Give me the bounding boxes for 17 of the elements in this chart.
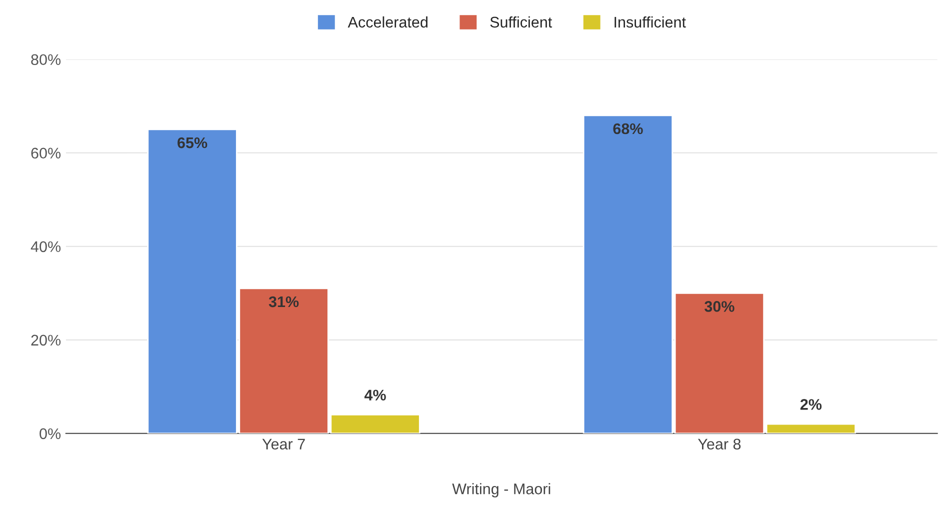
legend-label: Insufficient (614, 16, 686, 28)
data-label: 68% (613, 123, 643, 134)
y-tick-label: 0% (40, 428, 61, 440)
x-tick-label: Year 7 (262, 438, 305, 450)
legend-label: Sufficient (490, 16, 552, 28)
x-tick-label: Year 8 (698, 438, 741, 450)
legend-label: Accelerated (348, 16, 428, 28)
y-tick-label: 60% (31, 148, 61, 159)
y-tick-label: 40% (30, 241, 61, 252)
data-label: 65% (178, 137, 208, 148)
data-label: 2% (800, 399, 822, 410)
data-label: 31% (268, 296, 299, 308)
x-axis-title: Writing - Maori (452, 483, 550, 498)
y-tick-label: 20% (31, 334, 61, 346)
data-label: 4% (364, 390, 386, 400)
data-label: 30% (704, 301, 734, 312)
y-tick-label: 80% (31, 54, 61, 66)
